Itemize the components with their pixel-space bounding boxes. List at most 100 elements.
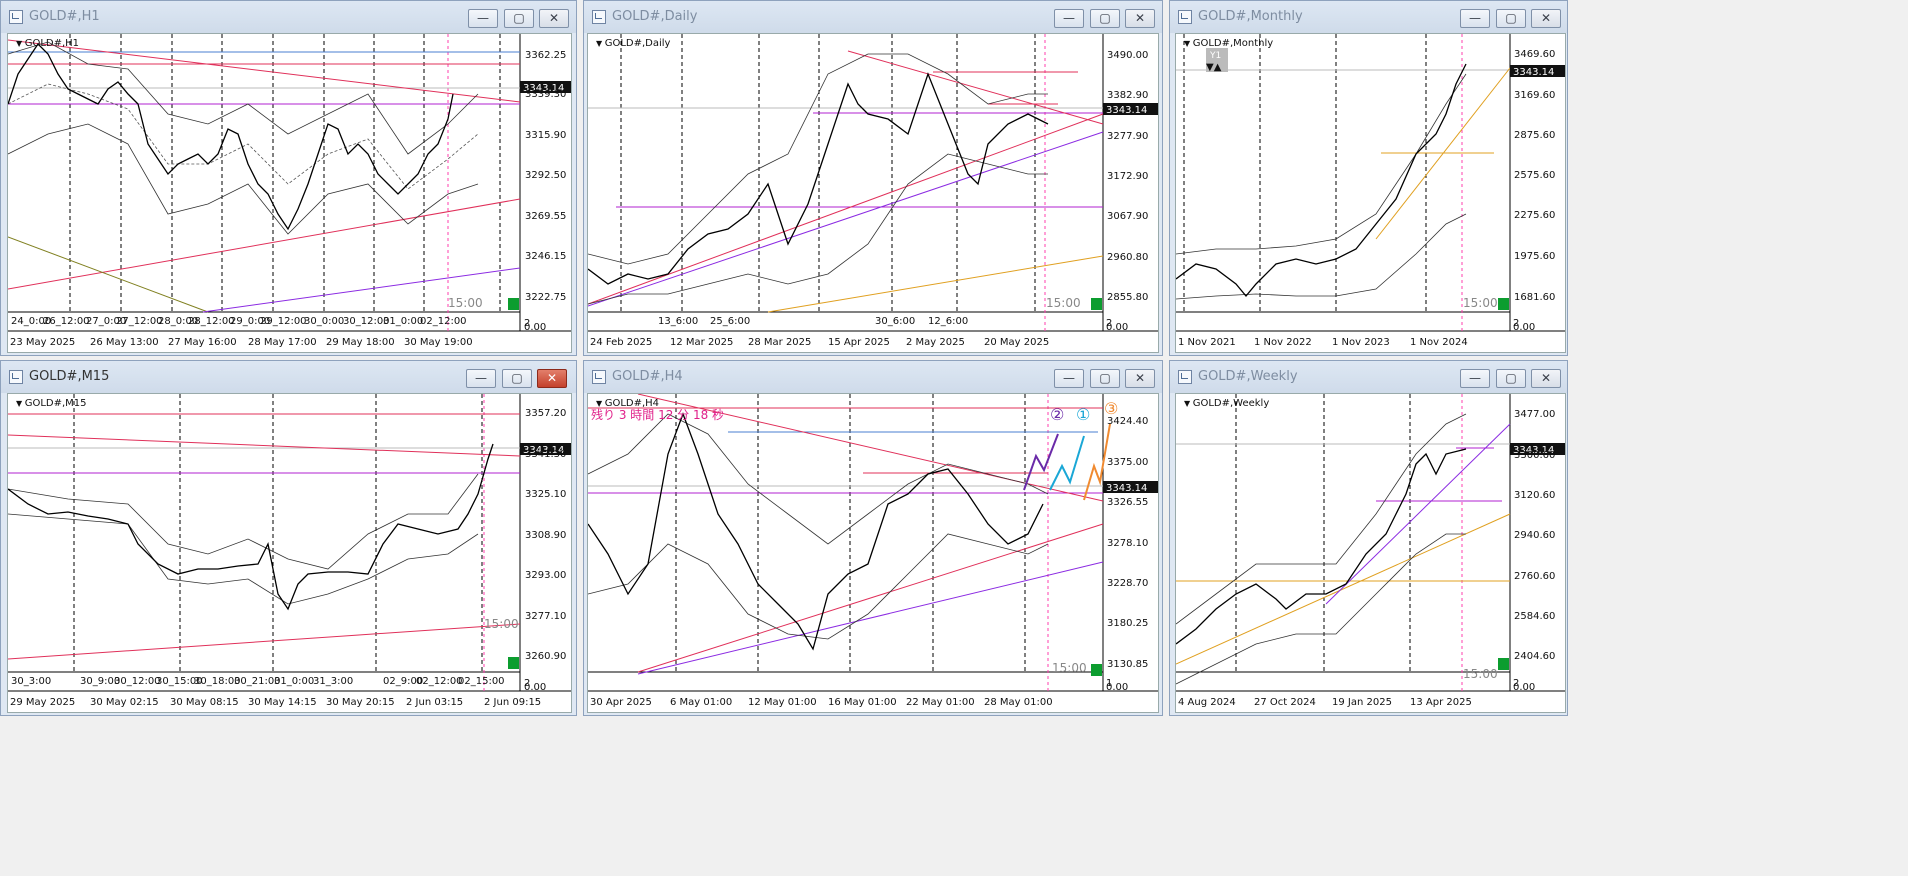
timeframe-badge[interactable]: Y1: [1209, 51, 1221, 61]
m15-chart-svg[interactable]: 3343.14 3357.20 3341.30 3325.10 3308.90 …: [8, 394, 571, 712]
chart-area[interactable]: 3343.14 3469.60 3169.60 2875.60 2575.60 …: [1175, 33, 1566, 353]
y-axis-label: 3424.40: [1107, 416, 1148, 427]
sub-axis-label: 02_12:00: [416, 676, 463, 687]
x-axis-label: 27 May 16:00: [168, 337, 237, 348]
y-axis-label: 3490.00: [1107, 50, 1148, 61]
bar-timer: 15:00: [1463, 296, 1498, 310]
chart-symbol-label[interactable]: GOLD#,M15: [16, 398, 87, 409]
sub-axis-label: 02_12:00: [420, 316, 467, 327]
weekly-chart-svg[interactable]: 3343.14 3477.00 3300.60 3120.60 2940.60 …: [1176, 394, 1565, 712]
chart-area[interactable]: 3343.14 3362.25 3339.30 3315.90 3292.50 …: [7, 33, 572, 353]
x-axis-label: 16 May 01:00: [828, 697, 897, 708]
bar-timer: 15:00: [1046, 296, 1081, 310]
scroll-arrows-icon[interactable]: ▼▲: [1206, 62, 1222, 73]
y-axis-label: 3477.00: [1514, 409, 1555, 420]
x-axis-label: 24 Feb 2025: [590, 337, 652, 348]
chart-window-icon: [1178, 10, 1192, 24]
chart-window-icon: [1178, 370, 1192, 384]
chart-window-h4[interactable]: GOLD#,H4 — ▢ ✕: [583, 360, 1163, 716]
minimize-button[interactable]: —: [1460, 369, 1490, 388]
close-button[interactable]: ✕: [539, 9, 569, 28]
daily-chart-svg[interactable]: 3343.14 3490.00 3382.90 3277.90 3172.90 …: [588, 34, 1158, 352]
chart-area[interactable]: ② ① ③ 残り 3 時間 12 分 18 秒 3343.14 3424.40 …: [587, 393, 1159, 713]
window-titlebar[interactable]: GOLD#,M15 — ▢ ✕: [1, 361, 576, 393]
x-axis-label: 28 May 17:00: [248, 337, 317, 348]
subwindow-zero-label: 0.00: [524, 682, 546, 693]
window-titlebar[interactable]: GOLD#,H1 — ▢ ✕: [1, 1, 576, 33]
y-axis-label: 3222.75: [525, 292, 566, 303]
scenario-marker: ①: [1076, 405, 1090, 424]
h1-chart-svg[interactable]: 3343.14 3362.25 3339.30 3315.90 3292.50 …: [8, 34, 571, 352]
close-button[interactable]: ✕: [537, 369, 567, 388]
h4-chart-svg[interactable]: ② ① ③ 残り 3 時間 12 分 18 秒 3343.14 3424.40 …: [588, 394, 1158, 712]
sub-axis-label: 24_0:00: [11, 316, 51, 327]
x-axis-label: 4 Aug 2024: [1178, 697, 1236, 708]
x-axis-label: 12 Mar 2025: [670, 337, 733, 348]
minimize-button[interactable]: —: [468, 9, 498, 28]
monthly-chart-svg[interactable]: 3343.14 3469.60 3169.60 2875.60 2575.60 …: [1176, 34, 1565, 352]
chart-window-monthly[interactable]: GOLD#,Monthly — ▢ ✕ 3343.14 3469.60: [1169, 0, 1568, 356]
trade-indicator-icon: [1091, 664, 1102, 676]
x-axis-label: 28 May 01:00: [984, 697, 1053, 708]
minimize-button[interactable]: —: [1460, 9, 1490, 28]
y-axis-label: 3341.30: [525, 449, 566, 460]
maximize-button[interactable]: ▢: [1090, 369, 1120, 388]
sub-axis-label: 25_6:00: [710, 316, 750, 327]
y-axis-label: 3120.60: [1514, 490, 1555, 501]
chart-symbol-label[interactable]: GOLD#,H4: [596, 398, 659, 409]
x-axis-label: 20 May 2025: [984, 337, 1049, 348]
chart-window-weekly[interactable]: GOLD#,Weekly — ▢ ✕ 3343.14: [1169, 360, 1568, 716]
y-axis-label: 1681.60: [1514, 292, 1555, 303]
scenario-marker: ②: [1050, 405, 1064, 424]
chart-window-h1[interactable]: GOLD#,H1 — ▢ ✕: [0, 0, 577, 356]
chart-symbol-label[interactable]: GOLD#,H1: [16, 38, 79, 49]
y-axis-label: 3293.00: [525, 570, 566, 581]
current-price-tag: 3343.14: [523, 445, 564, 456]
x-axis-label: 30 May 14:15: [248, 697, 317, 708]
y-axis-label: 3382.90: [1107, 90, 1148, 101]
maximize-button[interactable]: ▢: [504, 9, 534, 28]
y-axis-label: 3172.90: [1107, 171, 1148, 182]
sub-axis-label: 13_6:00: [658, 316, 698, 327]
sub-axis-label: 31_3:00: [313, 676, 353, 687]
chart-area[interactable]: 3343.14 3477.00 3300.60 3120.60 2940.60 …: [1175, 393, 1566, 713]
current-price-tag: 3343.14: [1513, 67, 1554, 78]
chart-symbol-label[interactable]: GOLD#,Daily: [596, 38, 671, 49]
trade-indicator-icon: [508, 298, 519, 310]
close-button[interactable]: ✕: [1531, 369, 1561, 388]
window-title: GOLD#,Weekly: [1198, 369, 1298, 384]
chart-window-icon: [9, 10, 23, 24]
minimize-button[interactable]: —: [1054, 9, 1084, 28]
y-axis-label: 2404.60: [1514, 651, 1555, 662]
chart-window-m15[interactable]: GOLD#,M15 — ▢ ✕ 3343.14: [0, 360, 577, 716]
sub-axis-label: 30_21:00: [234, 676, 281, 687]
maximize-button[interactable]: ▢: [1090, 9, 1120, 28]
maximize-button[interactable]: ▢: [1496, 9, 1526, 28]
y-axis-label: 2855.80: [1107, 292, 1148, 303]
bar-timer: 15:00: [1052, 661, 1087, 675]
close-button[interactable]: ✕: [1125, 369, 1155, 388]
window-titlebar[interactable]: GOLD#,H4 — ▢ ✕: [584, 361, 1162, 393]
sub-axis-label: 29_0:00: [230, 316, 270, 327]
y-axis-label: 3375.00: [1107, 457, 1148, 468]
chart-symbol-label[interactable]: GOLD#,Weekly: [1184, 398, 1270, 409]
window-titlebar[interactable]: GOLD#,Daily — ▢ ✕: [584, 1, 1162, 33]
y-axis-label: 3308.90: [525, 530, 566, 541]
window-titlebar[interactable]: GOLD#,Monthly — ▢ ✕: [1170, 1, 1567, 33]
bar-countdown: 残り 3 時間 12 分 18 秒: [591, 408, 724, 422]
chart-area[interactable]: 3343.14 3490.00 3382.90 3277.90 3172.90 …: [587, 33, 1159, 353]
maximize-button[interactable]: ▢: [502, 369, 532, 388]
subwindow-zero-label: 0.00: [1513, 682, 1535, 693]
y-axis-label: 2760.60: [1514, 571, 1555, 582]
chart-area[interactable]: 3343.14 3357.20 3341.30 3325.10 3308.90 …: [7, 393, 572, 713]
y-axis-label: 2584.60: [1514, 611, 1555, 622]
close-button[interactable]: ✕: [1531, 9, 1561, 28]
minimize-button[interactable]: —: [1054, 369, 1084, 388]
maximize-button[interactable]: ▢: [1496, 369, 1526, 388]
chart-symbol-label[interactable]: GOLD#,Monthly: [1184, 38, 1274, 49]
close-button[interactable]: ✕: [1125, 9, 1155, 28]
chart-window-daily[interactable]: GOLD#,Daily — ▢ ✕: [583, 0, 1163, 356]
minimize-button[interactable]: —: [466, 369, 496, 388]
window-titlebar[interactable]: GOLD#,Weekly — ▢ ✕: [1170, 361, 1567, 393]
y-axis-label: 3292.50: [525, 170, 566, 181]
